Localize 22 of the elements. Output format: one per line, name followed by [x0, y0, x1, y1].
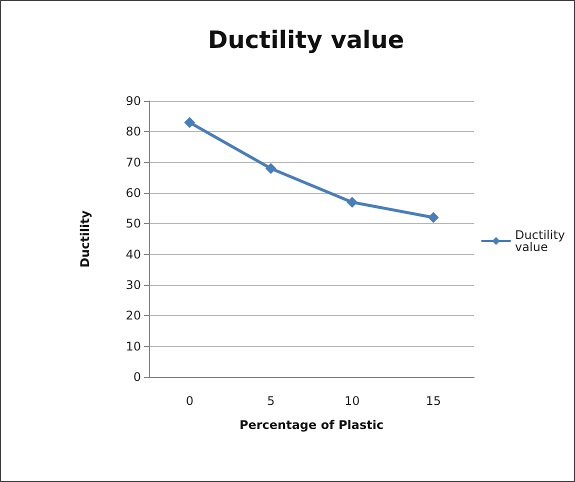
- y-tick-label: 60: [126, 186, 141, 200]
- y-tick-label: 20: [126, 308, 141, 323]
- y-axis-title: Ductility: [78, 210, 92, 268]
- x-tick-label: 0: [186, 394, 194, 408]
- y-tick-label: 90: [126, 94, 141, 108]
- y-tick-label: 50: [126, 216, 141, 231]
- y-tick-label: 0: [133, 370, 141, 384]
- point: [428, 212, 439, 224]
- y-tick-label: 40: [126, 247, 141, 262]
- x-tick-label: 10: [344, 394, 360, 408]
- x-tick-label: 15: [426, 394, 442, 408]
- chart-title: Ductility value: [208, 26, 404, 54]
- legend-label: Ductility value: [515, 228, 566, 254]
- y-tick-label: 80: [126, 124, 141, 139]
- y-tick-label: 70: [126, 155, 141, 170]
- x-axis-title: Percentage of Plastic: [239, 418, 384, 432]
- y-tick-label: 10: [126, 339, 141, 354]
- point: [346, 196, 358, 208]
- point: [265, 162, 276, 174]
- x-tick-label: 5: [267, 394, 275, 408]
- y-tick-label: 30: [126, 278, 141, 292]
- point: [184, 116, 196, 128]
